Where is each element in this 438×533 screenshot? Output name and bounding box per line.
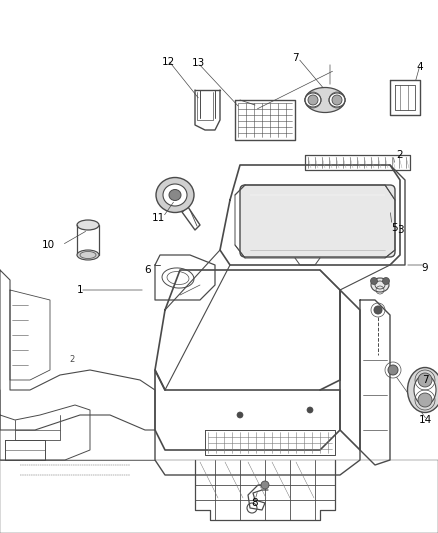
Circle shape [371, 278, 378, 285]
Ellipse shape [371, 278, 389, 292]
Circle shape [261, 481, 269, 489]
Circle shape [307, 407, 313, 413]
Text: 10: 10 [42, 240, 55, 250]
Circle shape [388, 365, 398, 375]
Circle shape [382, 278, 389, 285]
Text: 6: 6 [145, 265, 151, 275]
Text: 1: 1 [77, 285, 83, 295]
Ellipse shape [305, 87, 345, 112]
Text: 7: 7 [292, 53, 298, 63]
Text: 4: 4 [417, 62, 423, 72]
Circle shape [332, 95, 342, 105]
Ellipse shape [329, 93, 345, 107]
Text: 3: 3 [397, 225, 403, 235]
Ellipse shape [414, 375, 436, 405]
Circle shape [418, 373, 432, 387]
Ellipse shape [305, 93, 321, 107]
Text: 9: 9 [422, 263, 428, 273]
Ellipse shape [163, 184, 187, 206]
Text: 7: 7 [422, 375, 428, 385]
Text: 12: 12 [161, 57, 175, 67]
Ellipse shape [156, 177, 194, 213]
Text: 2: 2 [69, 356, 74, 365]
Text: 8: 8 [252, 498, 258, 508]
Ellipse shape [407, 367, 438, 413]
Ellipse shape [169, 190, 181, 200]
Ellipse shape [77, 220, 99, 230]
Text: 11: 11 [152, 213, 165, 223]
Text: 14: 14 [418, 415, 431, 425]
Circle shape [374, 306, 382, 314]
Circle shape [237, 412, 243, 418]
FancyBboxPatch shape [240, 185, 395, 257]
Text: 5: 5 [392, 223, 398, 233]
Text: 13: 13 [191, 58, 205, 68]
Ellipse shape [77, 250, 99, 260]
Circle shape [418, 393, 432, 407]
Circle shape [308, 95, 318, 105]
Text: 2: 2 [397, 150, 403, 160]
